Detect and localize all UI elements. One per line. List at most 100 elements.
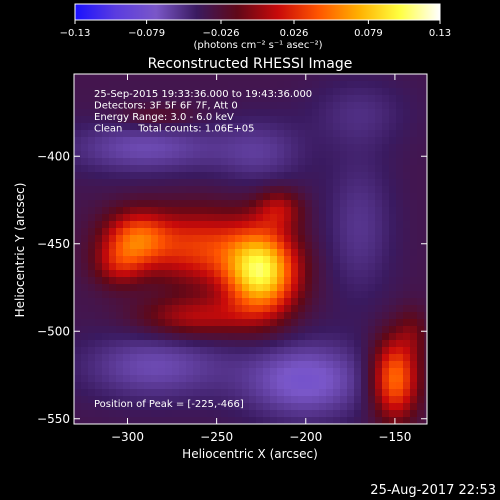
heatmap-cell: [172, 354, 180, 362]
heatmap-cell: [333, 389, 341, 397]
heatmap-cell: [389, 368, 397, 376]
heatmap-cell: [403, 270, 411, 278]
heatmap-cell: [186, 221, 194, 229]
heatmap-cell: [347, 200, 355, 208]
heatmap-cell: [116, 151, 124, 159]
heatmap-cell: [340, 270, 348, 278]
heatmap-cell: [354, 193, 362, 201]
heatmap-cell: [417, 200, 425, 208]
heatmap-cell: [179, 305, 187, 313]
heatmap-cell: [123, 326, 131, 334]
heatmap-cell: [179, 207, 187, 215]
heatmap-cell: [361, 270, 369, 278]
heatmap-cell: [186, 228, 194, 236]
heatmap-cell: [417, 270, 425, 278]
heatmap-cell: [354, 74, 362, 82]
heatmap-cell: [263, 88, 271, 96]
heatmap-cell: [424, 305, 428, 313]
heatmap-cell: [277, 326, 285, 334]
heatmap-cell: [340, 417, 348, 425]
heatmap-cell: [88, 109, 96, 117]
heatmap-cell: [207, 298, 215, 306]
heatmap-cell: [305, 242, 313, 250]
heatmap-cell: [130, 165, 138, 173]
heatmap-cell: [375, 375, 383, 383]
heatmap-cell: [263, 172, 271, 180]
heatmap-cell: [228, 291, 236, 299]
heatmap-cell: [102, 319, 110, 327]
heatmap-cell: [298, 207, 306, 215]
heatmap-cell: [74, 375, 82, 383]
heatmap-cell: [312, 298, 320, 306]
heatmap-cell: [298, 417, 306, 425]
heatmap-cell: [368, 396, 376, 404]
heatmap-cell: [277, 95, 285, 103]
heatmap-cell: [123, 382, 131, 390]
y-tick-label: −500: [37, 324, 70, 338]
heatmap-cell: [214, 74, 222, 82]
heatmap-cell: [312, 74, 320, 82]
y-tick-label: −450: [37, 237, 70, 251]
heatmap-cell: [361, 417, 369, 425]
heatmap-cell: [221, 179, 229, 187]
heatmap-cell: [375, 74, 383, 82]
heatmap-cell: [95, 95, 103, 103]
heatmap-cell: [382, 186, 390, 194]
heatmap-cell: [81, 228, 89, 236]
heatmap-cell: [249, 207, 257, 215]
heatmap-cell: [361, 165, 369, 173]
heatmap-cell: [158, 151, 166, 159]
plot-frame: [73, 73, 428, 425]
heatmap-cell: [81, 312, 89, 320]
heatmap-cell: [396, 340, 404, 348]
heatmap-cell: [88, 396, 96, 404]
heatmap-cell: [200, 375, 208, 383]
heatmap-cell: [284, 179, 292, 187]
heatmap-cell: [116, 109, 124, 117]
heatmap-cell: [137, 249, 145, 257]
heatmap-cell: [116, 186, 124, 194]
heatmap-cell: [88, 242, 96, 250]
heatmap-cell: [375, 410, 383, 418]
heatmap-cell: [263, 389, 271, 397]
heatmap-cell: [151, 263, 159, 271]
heatmap-cell: [263, 186, 271, 194]
heatmap-cell: [291, 130, 299, 138]
heatmap-cell: [172, 207, 180, 215]
heatmap-cell: [137, 130, 145, 138]
heatmap-cell: [214, 214, 222, 222]
heatmap-cell: [81, 270, 89, 278]
heatmap-cell: [396, 95, 404, 103]
heatmap-cell: [375, 186, 383, 194]
heatmap-cell: [214, 403, 222, 411]
heatmap-cell: [277, 354, 285, 362]
heatmap-cell: [207, 74, 215, 82]
heatmap-cell: [361, 305, 369, 313]
heatmap-cell: [235, 361, 243, 369]
heatmap-cell: [228, 263, 236, 271]
heatmap-cell: [347, 417, 355, 425]
heatmap-cell: [256, 375, 264, 383]
heatmap-cell: [403, 74, 411, 82]
heatmap-cell: [165, 389, 173, 397]
heatmap-cell: [298, 137, 306, 145]
heatmap-cell: [305, 214, 313, 222]
heatmap-cell: [151, 151, 159, 159]
heatmap-cell: [88, 172, 96, 180]
heatmap-cell: [333, 193, 341, 201]
heatmap-cell: [270, 207, 278, 215]
heatmap-cell: [368, 368, 376, 376]
heatmap-cell: [263, 396, 271, 404]
heatmap-cell: [389, 270, 397, 278]
heatmap-cell: [340, 221, 348, 229]
heatmap-cell: [284, 137, 292, 145]
heatmap-cell: [102, 186, 110, 194]
heatmap-cell: [389, 284, 397, 292]
heatmap-cell: [116, 130, 124, 138]
heatmap-cell: [396, 263, 404, 271]
heatmap-cell: [172, 368, 180, 376]
x-axis-ticks: −300 −250 −200 −150: [111, 74, 411, 444]
heatmap-cell: [312, 200, 320, 208]
heatmap-cell: [319, 144, 327, 152]
heatmap-cell: [333, 347, 341, 355]
